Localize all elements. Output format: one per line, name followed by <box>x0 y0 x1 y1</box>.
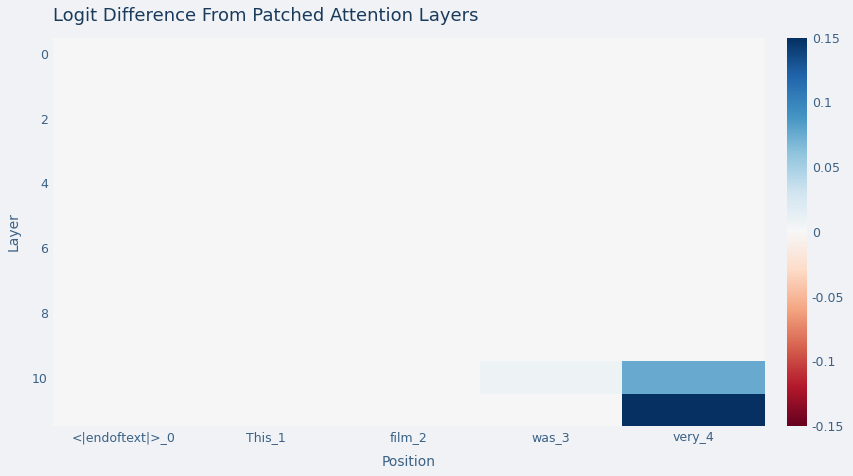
Y-axis label: Layer: Layer <box>7 212 21 251</box>
X-axis label: Position: Position <box>381 455 435 469</box>
Text: Logit Difference From Patched Attention Layers: Logit Difference From Patched Attention … <box>53 7 478 25</box>
